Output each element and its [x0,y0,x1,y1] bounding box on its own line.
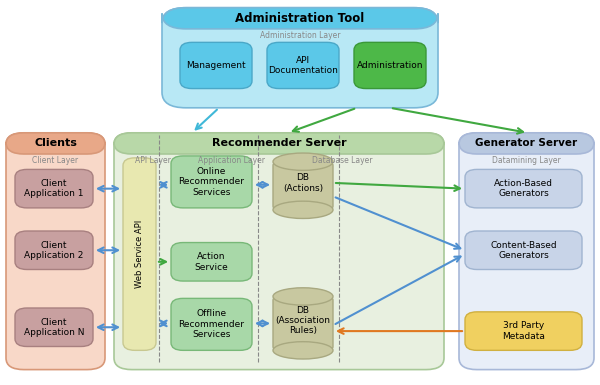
Text: Offline
Recommender
Services: Offline Recommender Services [179,310,245,339]
FancyBboxPatch shape [171,156,252,208]
Text: Clients: Clients [34,139,77,148]
Text: 3rd Party
Metadata: 3rd Party Metadata [502,321,545,341]
FancyBboxPatch shape [171,243,252,281]
FancyBboxPatch shape [171,298,252,350]
Text: Content-Based
Generators: Content-Based Generators [490,241,557,260]
FancyBboxPatch shape [123,158,156,350]
Text: Administration: Administration [357,61,423,70]
FancyBboxPatch shape [465,312,582,350]
Ellipse shape [273,201,333,219]
FancyBboxPatch shape [465,169,582,208]
Text: API Layer: API Layer [135,156,171,165]
Text: API
Documentation: API Documentation [268,56,338,75]
Ellipse shape [273,288,333,305]
Text: Client
Application 1: Client Application 1 [24,179,84,198]
Text: Action-Based
Generators: Action-Based Generators [494,179,553,198]
FancyBboxPatch shape [354,42,426,89]
Ellipse shape [273,342,333,359]
Text: Datamining Layer: Datamining Layer [492,156,561,166]
Text: Generator Server: Generator Server [475,139,578,148]
Text: Action
Service: Action Service [194,252,229,271]
Text: Administration Layer: Administration Layer [260,31,340,40]
Text: Recommender Server: Recommender Server [212,139,346,148]
FancyBboxPatch shape [15,169,93,208]
FancyBboxPatch shape [162,8,438,108]
FancyBboxPatch shape [6,133,105,370]
Text: Management: Management [186,61,246,70]
FancyBboxPatch shape [273,162,333,210]
Text: DB
(Association
Rules): DB (Association Rules) [275,306,331,335]
Text: Administration Tool: Administration Tool [235,12,365,25]
Text: Application Layer: Application Layer [197,156,265,165]
Text: Online
Recommender
Services: Online Recommender Services [179,167,245,197]
FancyBboxPatch shape [267,42,339,89]
FancyBboxPatch shape [459,133,594,154]
FancyBboxPatch shape [15,231,93,270]
FancyBboxPatch shape [114,133,444,370]
FancyBboxPatch shape [180,42,252,89]
FancyBboxPatch shape [465,231,582,270]
FancyBboxPatch shape [459,133,594,370]
FancyBboxPatch shape [6,133,105,154]
Text: Database Layer: Database Layer [312,156,372,165]
Text: Client
Application 2: Client Application 2 [25,241,83,260]
FancyBboxPatch shape [15,308,93,346]
Text: Client
Application N: Client Application N [24,318,84,337]
FancyBboxPatch shape [273,296,333,350]
FancyBboxPatch shape [162,8,438,29]
Ellipse shape [273,153,333,171]
FancyBboxPatch shape [114,133,444,154]
Text: Web Service API: Web Service API [135,220,144,288]
Text: Client Layer: Client Layer [32,156,79,166]
Text: DB
(Actions): DB (Actions) [283,173,323,192]
